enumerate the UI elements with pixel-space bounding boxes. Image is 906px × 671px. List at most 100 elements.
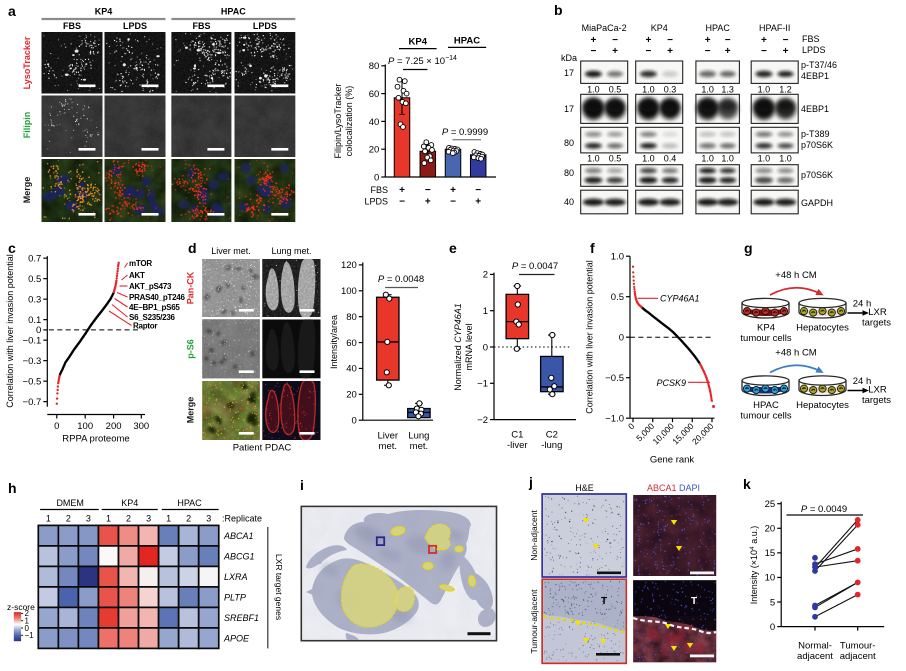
svg-text:PRAS40_pT246: PRAS40_pT246 — [129, 293, 185, 302]
svg-text:100: 100 — [77, 421, 93, 432]
svg-text:+48 h CM: +48 h CM — [775, 348, 817, 359]
svg-text:1.0: 1.0 — [779, 154, 792, 164]
svg-text:Patient PDAC: Patient PDAC — [233, 443, 292, 454]
svg-text:80: 80 — [346, 312, 357, 323]
svg-text:i: i — [300, 477, 304, 493]
svg-text:tumour cells: tumour cells — [740, 333, 791, 344]
svg-text:LXR: LXR — [868, 385, 887, 396]
svg-text:ABCG1: ABCG1 — [223, 551, 255, 561]
svg-text:colocalization (%): colocalization (%) — [344, 86, 354, 157]
svg-text:b: b — [554, 2, 563, 18]
svg-text:P = 0.0048: P = 0.0048 — [378, 274, 424, 285]
svg-text:20: 20 — [369, 145, 380, 156]
svg-text:j: j — [528, 474, 533, 490]
svg-text:0: 0 — [626, 421, 637, 432]
svg-text:−0.5: −0.5 — [23, 376, 42, 387]
svg-text:Gene rank: Gene rank — [650, 455, 695, 466]
svg-text:3: 3 — [86, 514, 91, 524]
svg-text:KP4: KP4 — [95, 7, 113, 17]
svg-text:1.2: 1.2 — [779, 85, 792, 95]
svg-text:FBS: FBS — [802, 34, 820, 44]
svg-text:−: − — [590, 46, 596, 57]
svg-text:-liver: -liver — [507, 440, 528, 451]
svg-text:0.1: 0.1 — [28, 315, 41, 326]
svg-text:+: + — [612, 46, 618, 57]
svg-text:24 h: 24 h — [853, 376, 872, 387]
svg-text:p70S6K: p70S6K — [801, 140, 833, 150]
svg-text:0.3: 0.3 — [664, 85, 677, 95]
svg-text:−: − — [667, 35, 673, 46]
svg-text:20: 20 — [346, 390, 357, 401]
svg-text:H&E: H&E — [575, 483, 594, 493]
svg-text:−: − — [761, 46, 767, 57]
svg-text:+: + — [783, 46, 789, 57]
svg-text:P = 0.0049: P = 0.0049 — [801, 504, 847, 515]
svg-text:kDa: kDa — [561, 53, 577, 63]
svg-text:2: 2 — [25, 609, 30, 618]
svg-text:HPAF-II: HPAF-II — [759, 23, 790, 33]
svg-text:LXR: LXR — [868, 307, 887, 318]
svg-text:100: 100 — [341, 286, 357, 297]
svg-text:Filipin/LysoTracker: Filipin/LysoTracker — [333, 84, 343, 159]
svg-text:P = 7.25 × 10−14: P = 7.25 × 10−14 — [388, 55, 457, 67]
svg-text:−: − — [783, 35, 789, 46]
svg-text:p-T389: p-T389 — [801, 129, 830, 139]
svg-text:LysoTracker: LysoTracker — [22, 36, 32, 89]
svg-text:1.0: 1.0 — [642, 154, 655, 164]
svg-text:f: f — [590, 240, 595, 256]
svg-text:40: 40 — [369, 117, 380, 128]
svg-text:mTOR: mTOR — [129, 259, 152, 268]
svg-text:0: 0 — [25, 624, 30, 633]
svg-text:0.4: 0.4 — [664, 154, 677, 164]
svg-text:AKT_pS473: AKT_pS473 — [129, 282, 172, 291]
svg-text:80: 80 — [369, 61, 380, 72]
svg-text:0: 0 — [374, 172, 379, 183]
svg-text:+: + — [450, 185, 456, 196]
svg-text:RPPA proteome: RPPA proteome — [62, 434, 129, 445]
svg-text:10: 10 — [765, 573, 776, 584]
svg-text:1.3: 1.3 — [721, 85, 734, 95]
svg-text:targets: targets — [862, 395, 891, 406]
svg-text:Filipin: Filipin — [22, 112, 32, 139]
svg-text:MiaPaCa-2: MiaPaCa-2 — [582, 23, 627, 33]
svg-text:+: + — [705, 35, 711, 46]
svg-text:−1: −1 — [25, 631, 35, 640]
svg-text:h: h — [8, 480, 17, 496]
svg-text:1: 1 — [483, 306, 488, 317]
svg-text:Tumour-: Tumour- — [840, 641, 876, 652]
svg-text:g: g — [744, 240, 753, 256]
svg-text:Pan-CK: Pan-CK — [186, 271, 196, 304]
svg-text:1.0: 1.0 — [701, 154, 714, 164]
svg-text:1.0: 1.0 — [758, 154, 771, 164]
svg-text:300: 300 — [133, 421, 149, 432]
svg-text:FBS: FBS — [370, 185, 388, 195]
svg-text:1: 1 — [46, 514, 51, 524]
svg-text:KP4: KP4 — [757, 323, 775, 334]
svg-text:Intensity/area: Intensity/area — [329, 315, 339, 369]
svg-text:4EBP1: 4EBP1 — [801, 104, 829, 114]
svg-text:−: − — [450, 197, 456, 208]
svg-text:-lung: -lung — [541, 440, 562, 451]
svg-text:targets: targets — [862, 318, 891, 329]
svg-text:25: 25 — [765, 499, 776, 510]
svg-text:−: − — [645, 46, 651, 57]
svg-text:Merge: Merge — [186, 397, 196, 424]
svg-text:−1.0: −1.0 — [605, 414, 624, 425]
svg-text:p70S6K: p70S6K — [801, 170, 833, 180]
svg-text:−: − — [725, 35, 731, 46]
svg-text:Liver met.: Liver met. — [211, 246, 251, 256]
svg-text:HPAC: HPAC — [177, 498, 202, 508]
svg-text:120: 120 — [341, 260, 357, 271]
svg-text:DMEM: DMEM — [56, 498, 84, 508]
svg-text:0: 0 — [619, 333, 624, 344]
svg-text:C2: C2 — [546, 430, 558, 441]
svg-text:−2: −2 — [477, 415, 488, 426]
svg-text:a: a — [8, 3, 16, 19]
svg-text:GAPDH: GAPDH — [801, 198, 833, 208]
svg-text:1: 1 — [25, 617, 30, 626]
svg-text:1.0: 1.0 — [721, 154, 734, 164]
svg-text:+: + — [645, 35, 651, 46]
svg-text:ABCA1: ABCA1 — [223, 531, 254, 541]
svg-text:−: − — [475, 185, 481, 196]
svg-text:Hepatocytes: Hepatocytes — [796, 400, 849, 411]
